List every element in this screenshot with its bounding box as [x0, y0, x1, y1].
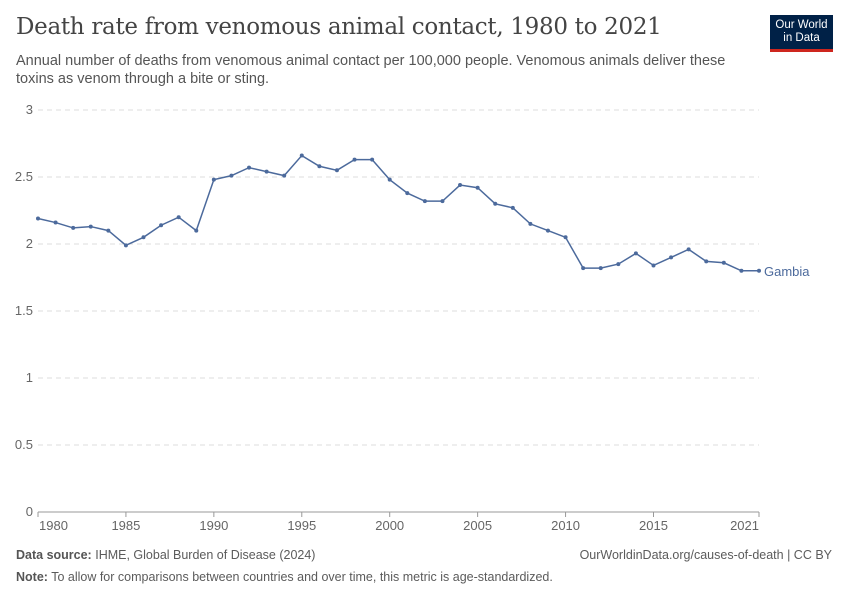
y-tick-label: 2	[26, 236, 33, 251]
data-point	[141, 235, 146, 240]
x-tick-label: 2000	[375, 518, 404, 533]
data-point	[352, 157, 357, 162]
data-point	[757, 268, 761, 273]
data-point	[282, 173, 287, 178]
data-point	[211, 177, 216, 182]
chart-subtitle: Annual number of deaths from venomous an…	[16, 53, 726, 87]
y-tick-label: 0	[26, 504, 33, 519]
data-point	[370, 157, 375, 162]
data-point	[299, 153, 304, 158]
data-source: Data source: IHME, Global Burden of Dise…	[16, 548, 316, 562]
data-point	[686, 247, 691, 252]
data-point	[651, 263, 656, 268]
data-point	[528, 221, 533, 226]
data-point	[334, 168, 339, 173]
data-point	[475, 185, 480, 190]
chart-title: Death rate from venomous animal contact,…	[16, 14, 662, 40]
data-point	[633, 251, 638, 256]
data-point	[264, 169, 269, 174]
data-point	[88, 224, 93, 229]
data-point	[387, 177, 392, 182]
y-tick-label: 3	[26, 102, 33, 117]
data-point	[106, 228, 111, 233]
data-point	[123, 243, 128, 248]
data-point	[194, 228, 199, 233]
data-point	[739, 268, 744, 273]
data-point	[704, 259, 709, 264]
owid-logo[interactable]: Our World in Data	[770, 15, 833, 52]
source-url[interactable]: OurWorldinData.org/causes-of-death | CC …	[579, 548, 832, 562]
data-point	[493, 201, 498, 206]
y-tick-label: 1	[26, 370, 33, 385]
data-point	[510, 205, 515, 210]
series-label: Gambia	[764, 264, 810, 279]
data-point	[159, 223, 164, 228]
note: Note: To allow for comparisons between c…	[16, 570, 553, 584]
data-point	[563, 235, 568, 240]
data-point	[71, 225, 76, 230]
x-tick-label: 2015	[639, 518, 668, 533]
x-tick-label: 2010	[551, 518, 580, 533]
y-tick-label: 2.5	[15, 169, 33, 184]
data-point	[176, 215, 181, 220]
data-point	[616, 262, 621, 267]
data-point	[440, 199, 445, 204]
data-point	[422, 199, 427, 204]
x-tick-label: 1990	[199, 518, 228, 533]
data-point	[458, 183, 463, 188]
data-point	[545, 228, 550, 233]
data-point	[53, 220, 58, 225]
x-tick-label: 2005	[463, 518, 492, 533]
data-point	[229, 173, 234, 178]
data-point	[317, 164, 322, 169]
x-tick-label: 1980	[39, 518, 68, 533]
x-tick-label: 2021	[730, 518, 759, 533]
data-point	[247, 165, 252, 170]
y-tick-label: 0.5	[15, 437, 33, 452]
series-line-gambia	[37, 154, 759, 272]
data-point	[36, 216, 40, 221]
x-tick-label: 1995	[287, 518, 316, 533]
data-point	[721, 260, 726, 265]
data-point	[405, 191, 410, 196]
y-tick-label: 1.5	[15, 303, 33, 318]
x-tick-label: 1985	[111, 518, 140, 533]
data-point	[581, 266, 586, 271]
data-point	[598, 266, 603, 271]
data-point	[669, 255, 674, 260]
